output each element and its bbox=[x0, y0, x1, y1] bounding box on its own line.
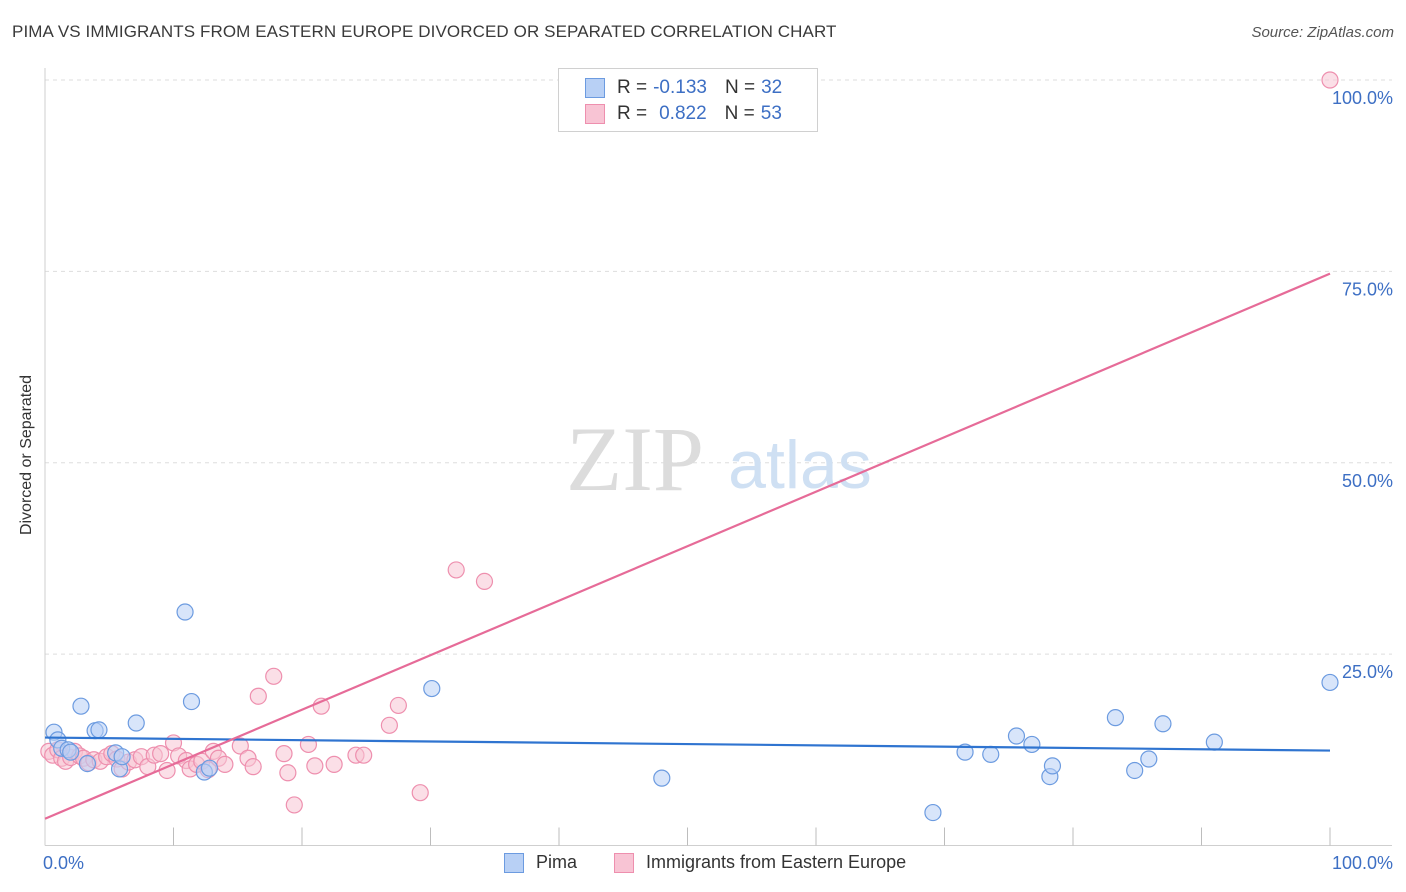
pima-point bbox=[113, 748, 131, 766]
immigrants-point bbox=[231, 737, 249, 755]
x-tick-label: 0.0% bbox=[43, 853, 84, 873]
pima-point bbox=[78, 754, 97, 773]
immigrants-point bbox=[447, 561, 465, 579]
watermark-zip: ZIP bbox=[566, 408, 704, 510]
pima-point bbox=[1007, 727, 1026, 745]
pima-point bbox=[1043, 757, 1062, 775]
immigrants-point bbox=[279, 764, 297, 782]
pima-point bbox=[176, 603, 194, 621]
points-layer bbox=[40, 71, 1339, 822]
y-tick-label: 25.0% bbox=[1342, 662, 1393, 682]
n-label: N = bbox=[724, 103, 755, 124]
n-value: 32 bbox=[761, 77, 783, 98]
legend-item-immigrants[interactable]: Immigrants from Eastern Europe bbox=[614, 852, 906, 873]
x-tick-label: 100.0% bbox=[1332, 853, 1393, 873]
pima-swatch bbox=[585, 78, 605, 98]
y-tick-label: 50.0% bbox=[1342, 471, 1393, 491]
chart-source: Source: ZipAtlas.com bbox=[1251, 24, 1394, 41]
trend-layer bbox=[44, 272, 1331, 820]
pima-point bbox=[182, 692, 201, 711]
pima-point bbox=[1154, 715, 1172, 733]
immigrants-point bbox=[411, 784, 429, 802]
legend-item-pima[interactable]: Pima bbox=[504, 852, 577, 873]
immigrants-point bbox=[244, 758, 262, 776]
legend-label: Immigrants from Eastern Europe bbox=[646, 852, 907, 872]
tick-label-layer: 25.0% 50.0% 75.0% 100.0% 0.0% 100.0% bbox=[43, 88, 1393, 873]
immigrants-swatch bbox=[585, 104, 605, 124]
r-label: R = bbox=[617, 103, 648, 124]
stats-legend-row-pima: R = -0.133 N = 32 bbox=[585, 76, 782, 100]
pima-point bbox=[127, 714, 145, 732]
pima-point bbox=[1023, 735, 1041, 754]
n-label: N = bbox=[724, 77, 756, 98]
legend-label: Pima bbox=[536, 852, 578, 872]
pima-point bbox=[1106, 709, 1125, 727]
pima-point bbox=[72, 697, 90, 715]
immigrants-point bbox=[216, 755, 234, 773]
immigrants-trend-line bbox=[44, 272, 1331, 820]
pima-point bbox=[1126, 761, 1144, 780]
pima-point bbox=[924, 803, 942, 822]
immigrants-point bbox=[475, 572, 494, 591]
n-value: 53 bbox=[760, 103, 782, 124]
immigrants-swatch bbox=[614, 852, 634, 873]
pima-point bbox=[90, 721, 108, 739]
pima-point bbox=[956, 743, 974, 761]
immigrants-point bbox=[1321, 71, 1339, 89]
y-tick-label: 75.0% bbox=[1342, 279, 1393, 299]
pima-swatch bbox=[504, 852, 524, 873]
y-tick-label: 100.0% bbox=[1332, 88, 1393, 108]
pima-point bbox=[982, 745, 1000, 764]
immigrants-point bbox=[389, 696, 407, 715]
immigrants-point bbox=[306, 757, 324, 775]
immigrants-point bbox=[152, 745, 170, 763]
series-legend: Pima Immigrants from Eastern Europe bbox=[0, 852, 1406, 878]
pima-trend-line bbox=[44, 736, 1331, 752]
r-value: 0.822 bbox=[659, 103, 707, 124]
immigrants-point bbox=[275, 745, 293, 763]
r-value: -0.133 bbox=[653, 77, 707, 98]
watermark-atlas: atlas bbox=[728, 427, 872, 503]
stats-legend-row-immigrants: R = 0.822 N = 53 bbox=[585, 102, 782, 126]
pima-point bbox=[653, 769, 671, 787]
pima-point bbox=[1205, 733, 1223, 751]
stats-legend: R = -0.133 N = 32 R = 0.822 N = 53 bbox=[558, 68, 818, 132]
immigrants-point bbox=[285, 796, 303, 814]
immigrants-point bbox=[265, 667, 283, 685]
pima-point bbox=[423, 679, 441, 698]
pima-point bbox=[1140, 750, 1158, 768]
r-label: R = bbox=[617, 77, 648, 98]
immigrants-point bbox=[299, 735, 318, 754]
immigrants-point bbox=[325, 755, 343, 773]
axis-layer bbox=[44, 68, 1392, 846]
immigrants-point bbox=[355, 746, 373, 764]
chart-title: PIMA VS IMMIGRANTS FROM EASTERN EUROPE D… bbox=[12, 22, 837, 41]
pima-point bbox=[200, 759, 219, 777]
watermark-layer: ZIP atlas bbox=[566, 408, 872, 510]
immigrants-point bbox=[249, 687, 267, 705]
pima-point bbox=[1321, 673, 1339, 692]
immigrants-point bbox=[380, 716, 398, 734]
grid-layer bbox=[45, 79, 1392, 655]
pima-point bbox=[62, 743, 80, 761]
